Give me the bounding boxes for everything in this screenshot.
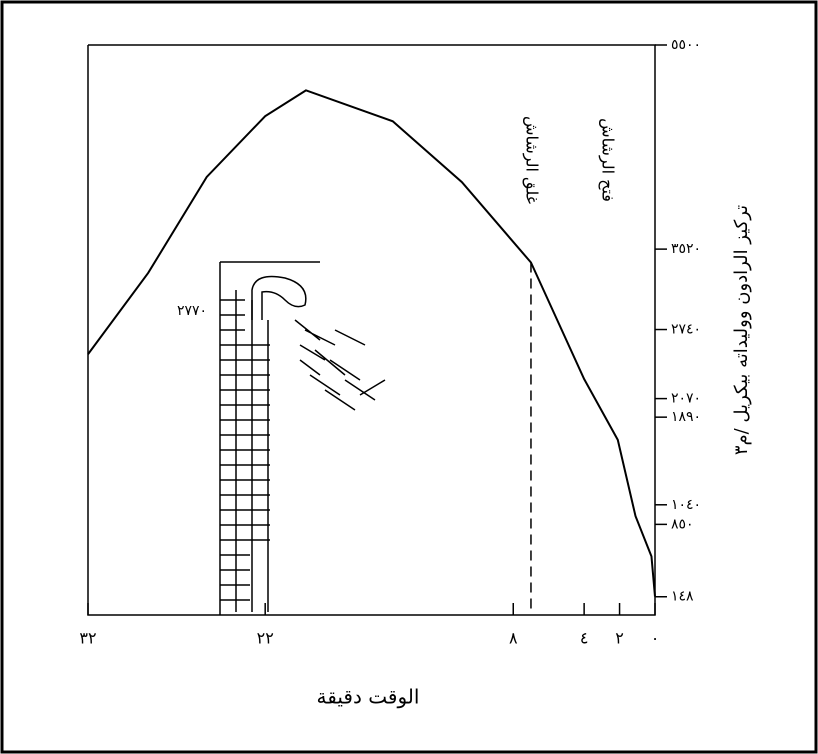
frame	[2, 2, 816, 752]
line	[88, 90, 655, 596]
x-tick-label: ٤	[580, 629, 589, 648]
y-tick-label: ٣٥٢٠	[671, 241, 701, 257]
y-tick-label: ١٤٨	[671, 589, 694, 605]
event-label: فتح الرشاش	[598, 118, 618, 202]
x-tick-label: ٢٢	[257, 629, 274, 648]
chart: ٢٧٧٠ الوقت دقيقة تركيز الرادون ووليداته …	[0, 0, 818, 754]
axes	[88, 45, 655, 615]
event-label: غلق الرشاش	[521, 116, 541, 204]
x-tick-label: ٢	[615, 629, 624, 648]
y-tick-label: ٥٥٠٠	[671, 37, 701, 53]
illustration-label: ٢٧٧٠	[177, 303, 207, 319]
x-tick-label: ٣٢	[79, 629, 96, 648]
y-tick-label: ١٠٤٠	[671, 497, 701, 513]
x-tick-label: ٠	[651, 629, 660, 648]
y-tick-label: ٢٠٧٠	[671, 391, 701, 407]
y-tick-label: ٢٧٤٠	[671, 322, 701, 338]
y-tick-label: ٨٥٠	[671, 516, 694, 532]
x-axis-label: الوقت دقيقة	[317, 685, 420, 709]
y-axis-label: تركيز الرادون ووليداته بيكريل /م٣	[731, 205, 752, 455]
y-tick-label: ١٨٩٠	[671, 409, 701, 425]
shower-illustration	[220, 262, 385, 615]
x-tick-label: ٨	[509, 629, 518, 648]
